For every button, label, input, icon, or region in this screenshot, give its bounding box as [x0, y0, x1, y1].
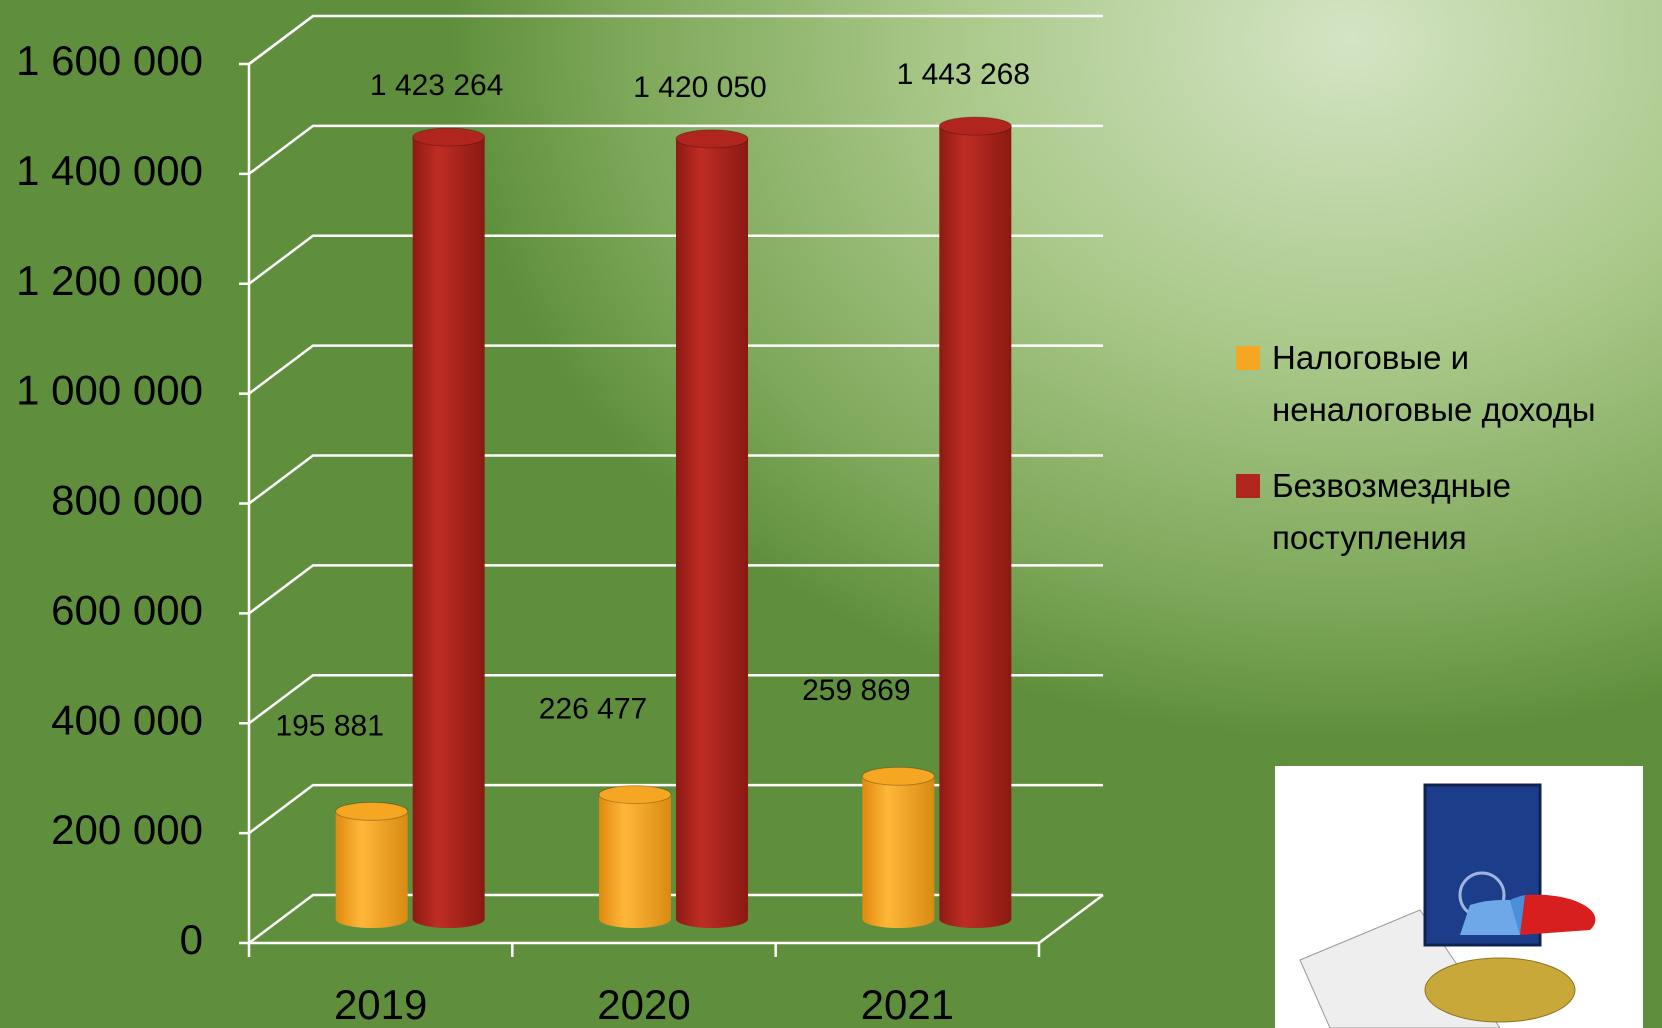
legend-swatch	[1236, 346, 1260, 370]
y-tick-label: 1 400 000	[16, 147, 203, 194]
bar-top	[335, 801, 409, 821]
bar-body	[862, 776, 935, 928]
legend: Налоговые и неналоговые доходы Безвозмезд…	[1236, 332, 1656, 588]
x-tick-label: 2020	[597, 981, 690, 1028]
y-tick-label: 400 000	[51, 696, 203, 743]
y-tick-label: 0	[180, 916, 203, 963]
bar	[335, 801, 409, 928]
legend-label: Налоговые и неналоговые доходы	[1272, 339, 1596, 428]
data-label: 259 869	[802, 674, 910, 707]
grid-line	[248, 124, 1103, 175]
bar	[938, 116, 1012, 929]
legend-item: Безвозмездные поступления	[1236, 460, 1656, 564]
grid-line	[248, 234, 1103, 285]
grid-line	[248, 674, 1103, 725]
data-label: 195 881	[275, 709, 383, 742]
bar-body	[676, 138, 748, 928]
data-label: 1 443 268	[897, 58, 1030, 91]
bar-body	[335, 811, 408, 928]
data-label: 1 423 264	[370, 69, 503, 102]
bar-top	[861, 766, 935, 786]
grid-line	[248, 344, 1103, 395]
bar-body	[599, 794, 671, 928]
y-tick-label: 600 000	[51, 586, 203, 633]
bar	[861, 766, 935, 928]
book-picture	[1275, 766, 1643, 1028]
bar-top	[412, 127, 486, 147]
y-tick-label: 200 000	[51, 806, 203, 853]
grid-line	[248, 454, 1103, 505]
y-tick-label: 1 600 000	[16, 37, 203, 84]
data-label: 226 477	[539, 693, 647, 726]
legend-item: Налоговые и неналоговые доходы	[1236, 332, 1656, 436]
axis-line	[1038, 894, 1104, 944]
y-tick-label: 1 000 000	[16, 367, 203, 414]
grid-line	[248, 783, 1103, 835]
data-label: 1 420 050	[633, 71, 766, 104]
grid-line	[248, 893, 1103, 944]
legend-label: Безвозмездные поступления	[1272, 467, 1511, 556]
bar-top	[598, 785, 672, 805]
bar	[675, 129, 749, 928]
y-tick-label: 1 200 000	[16, 257, 203, 304]
bar-top	[938, 116, 1012, 136]
grid-line	[248, 14, 1103, 65]
bar	[412, 127, 486, 928]
bar-body	[939, 126, 1012, 929]
x-tick-label: 2021	[861, 981, 954, 1028]
bar	[598, 785, 672, 928]
y-tick-label: 800 000	[51, 477, 203, 524]
bar-body	[412, 137, 485, 928]
bar-top	[675, 129, 749, 149]
x-tick-label: 2019	[334, 981, 427, 1028]
legend-swatch	[1236, 474, 1260, 498]
grid-line	[248, 564, 1103, 615]
